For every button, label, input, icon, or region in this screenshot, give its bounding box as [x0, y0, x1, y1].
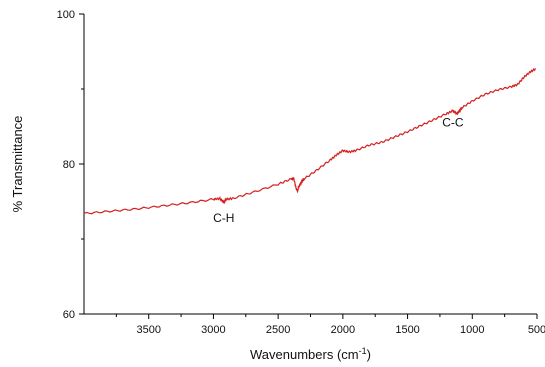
ticks: 3500 3000 2500 2000 1500 1000 500 60 80 100 [57, 9, 545, 336]
x-axis-title-text: Wavenumbers (cm [250, 347, 359, 362]
x-axis-title-sup: -1 [359, 346, 367, 356]
y-tick-label: 80 [63, 159, 75, 171]
y-axis-title: % Transmittance [10, 116, 25, 213]
x-tick-label: 3000 [201, 324, 225, 336]
x-tick-label: 3500 [136, 324, 160, 336]
x-tick-label: 2500 [266, 324, 290, 336]
x-axis-title-close: ) [367, 347, 371, 362]
y-tick-label: 100 [57, 9, 75, 21]
spectrum-line [83, 67, 536, 215]
x-tick-label: 1500 [395, 324, 419, 336]
x-tick-label: 1000 [460, 324, 484, 336]
x-axis-title: Wavenumbers (cm-1) [250, 346, 371, 362]
x-tick-label: 500 [528, 324, 545, 336]
x-tick-label: 2000 [331, 324, 355, 336]
peak-annotation: C-C [442, 116, 464, 130]
series [83, 67, 536, 215]
annotations: C-H C-C [213, 116, 464, 225]
y-tick-label: 60 [63, 309, 75, 321]
peak-annotation: C-H [213, 211, 234, 225]
axes [83, 14, 537, 315]
